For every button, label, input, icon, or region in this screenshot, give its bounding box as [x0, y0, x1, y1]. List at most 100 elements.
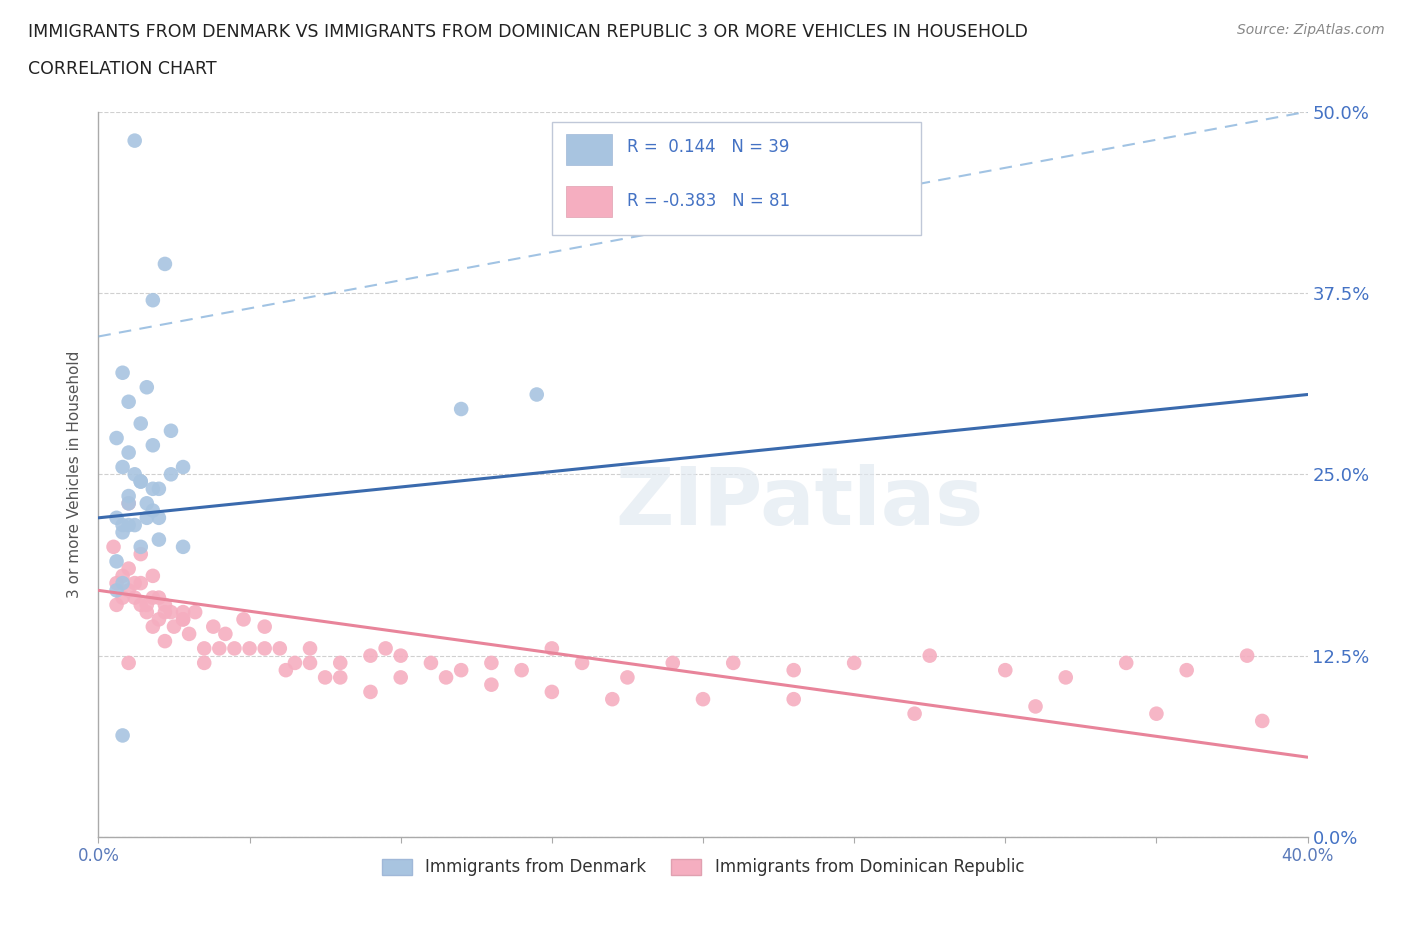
Point [153, 257, 176, 272]
Point [148, 532, 170, 547]
Point [172, 459, 194, 474]
Point [540, 684, 562, 699]
Point [214, 627, 236, 642]
Point [129, 474, 152, 489]
FancyBboxPatch shape [567, 134, 613, 165]
Point [692, 692, 714, 707]
Point [111, 525, 134, 539]
Point [193, 656, 215, 671]
Point [360, 648, 382, 663]
Point [389, 670, 412, 684]
Text: IMMIGRANTS FROM DENMARK VS IMMIGRANTS FROM DOMINICAN REPUBLIC 3 OR MORE VEHICLES: IMMIGRANTS FROM DENMARK VS IMMIGRANTS FR… [28, 23, 1028, 41]
Point [111, 728, 134, 743]
Point [253, 641, 276, 656]
Point [160, 423, 183, 438]
Point [135, 511, 157, 525]
Point [118, 394, 141, 409]
Point [994, 663, 1017, 678]
Point [420, 656, 443, 671]
Point [111, 576, 134, 591]
Point [179, 627, 201, 642]
Point [389, 648, 412, 663]
Point [142, 568, 165, 583]
Point [299, 641, 322, 656]
Point [148, 482, 170, 497]
Point [105, 554, 128, 569]
Point [1115, 656, 1137, 671]
Point [450, 663, 472, 678]
Point [284, 656, 307, 671]
Point [105, 597, 128, 612]
Point [172, 612, 194, 627]
Point [124, 591, 146, 605]
Point [253, 619, 276, 634]
Point [105, 511, 128, 525]
Point [450, 402, 472, 417]
Legend: Immigrants from Denmark, Immigrants from Dominican Republic: Immigrants from Denmark, Immigrants from… [375, 852, 1031, 883]
Point [224, 641, 246, 656]
Point [129, 539, 152, 554]
Point [135, 379, 157, 394]
Point [374, 641, 396, 656]
Point [184, 604, 207, 619]
Point [163, 619, 186, 634]
Point [1251, 713, 1274, 728]
Point [314, 670, 336, 684]
Point [540, 641, 562, 656]
Point [481, 656, 503, 671]
Point [105, 431, 128, 445]
Y-axis label: 3 or more Vehicles in Household: 3 or more Vehicles in Household [67, 351, 83, 598]
Point [118, 496, 141, 511]
FancyBboxPatch shape [567, 186, 613, 217]
Point [172, 604, 194, 619]
Point [232, 612, 254, 627]
Point [105, 576, 128, 591]
Point [904, 706, 927, 721]
Point [111, 365, 134, 380]
Point [783, 663, 806, 678]
Point [129, 474, 152, 489]
Point [1054, 670, 1077, 684]
Point [135, 496, 157, 511]
Point [129, 547, 152, 562]
Point [129, 576, 152, 591]
Point [135, 604, 157, 619]
Text: CORRELATION CHART: CORRELATION CHART [28, 60, 217, 78]
Point [142, 482, 165, 497]
Point [360, 684, 382, 699]
Point [193, 641, 215, 656]
Point [202, 619, 225, 634]
Point [118, 445, 141, 460]
Point [129, 597, 152, 612]
Point [148, 612, 170, 627]
Point [1144, 706, 1167, 721]
Point [153, 633, 176, 648]
Text: Source: ZipAtlas.com: Source: ZipAtlas.com [1237, 23, 1385, 37]
Point [723, 656, 745, 671]
Point [111, 518, 134, 533]
Point [844, 656, 866, 671]
Point [105, 583, 128, 598]
Point [142, 619, 165, 634]
Text: R =  0.144   N = 39: R = 0.144 N = 39 [627, 139, 789, 156]
Point [124, 576, 146, 591]
Point [1236, 648, 1258, 663]
Point [526, 387, 548, 402]
Point [918, 648, 941, 663]
Point [124, 518, 146, 533]
Point [148, 511, 170, 525]
Point [118, 561, 141, 576]
Point [329, 656, 352, 671]
Point [111, 568, 134, 583]
Point [153, 604, 176, 619]
Point [124, 467, 146, 482]
Point [111, 459, 134, 474]
Point [142, 438, 165, 453]
Point [160, 604, 183, 619]
Point [434, 670, 457, 684]
Point [118, 583, 141, 598]
Point [142, 293, 165, 308]
Point [510, 663, 533, 678]
Point [329, 670, 352, 684]
Point [111, 591, 134, 605]
